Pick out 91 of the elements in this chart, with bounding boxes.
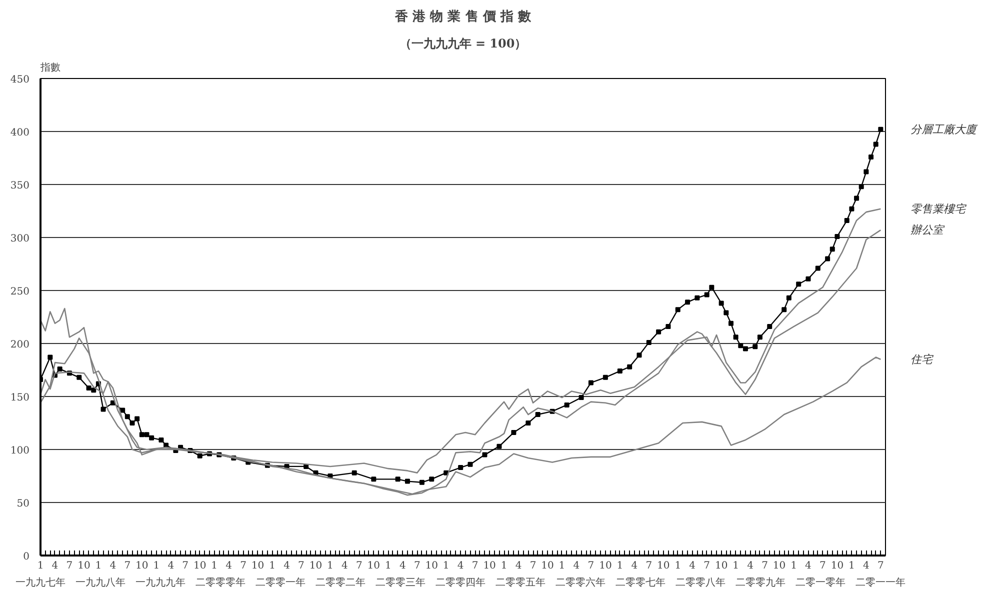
x-tick-label: 7 (588, 560, 594, 572)
x-tick-label: 10 (367, 560, 380, 572)
x-tick-label: 10 (136, 560, 148, 572)
x-tick-label: 10 (541, 560, 554, 572)
y-tick-label: 100 (10, 446, 30, 456)
x-tick-label: 1 (384, 560, 392, 572)
x-tick-label: 4 (342, 560, 348, 572)
x-tick-label: 10 (193, 560, 206, 572)
text: 二零零三年 (376, 576, 426, 588)
x-tick-label: 7 (182, 560, 189, 572)
x-tick-label: 1 (732, 560, 740, 572)
x-tick-label: 10 (772, 560, 786, 572)
y-tick-label: 200 (10, 340, 30, 350)
x-tick-label: 4 (52, 560, 58, 572)
x-tick-label: 10 (251, 560, 264, 572)
y-tick-label: 350 (10, 180, 30, 192)
text: 一九九八年 (76, 576, 126, 588)
x-tick-label: 7 (240, 560, 246, 572)
x-tick-label: 7 (298, 560, 304, 572)
x-tick-label: 4 (399, 560, 406, 572)
x-tick-label: 10 (309, 560, 322, 572)
x-tick-label: 7 (530, 560, 536, 572)
y-tick-label: 300 (10, 234, 30, 244)
x-tick-label: 7 (414, 560, 420, 572)
x-tick-label: 1 (674, 560, 682, 572)
x-tick-label: 7 (820, 560, 826, 572)
x-tick-label: 7 (472, 560, 478, 572)
text: 零售業樓宅 (910, 202, 968, 216)
text: 二零零九年 (736, 576, 786, 588)
x-tick-label: 7 (646, 560, 652, 572)
x-tick-label: 1 (558, 560, 566, 572)
x-tick-label: 7 (762, 560, 768, 572)
text: 辦公室 (910, 224, 946, 237)
text: 二零零二年 (316, 576, 366, 588)
x-tick-label: 1 (790, 560, 797, 572)
x-tick-label: 4 (631, 560, 638, 572)
x-tick-label: 4 (226, 560, 232, 572)
x-tick-label: 4 (863, 560, 870, 572)
x-tick-label: 10 (483, 560, 496, 572)
x-tick-label: 10 (714, 560, 728, 572)
x-tick-label: 4 (110, 560, 116, 572)
x-tick-label: 4 (573, 560, 580, 572)
y-axis-title: 指數 (40, 62, 60, 74)
y-tick-label: 50 (16, 498, 30, 510)
x-tick-label: 1 (616, 560, 624, 572)
x-tick-label: 1 (269, 560, 276, 572)
y-tick-label: 150 (10, 392, 30, 404)
x-tick-label: 1 (95, 560, 102, 572)
text: 二零零六年 (556, 576, 606, 588)
text: 一九九九年 (136, 576, 186, 588)
text: 二零零五年 (496, 576, 546, 588)
y-tick-label: 450 (10, 74, 30, 86)
text: 一九九七年 (16, 576, 66, 588)
x-tick-label: 10 (425, 560, 438, 572)
x-tick-label: 1 (153, 560, 160, 572)
x-tick-label: 7 (356, 560, 362, 572)
text: 二零零七年 (616, 576, 666, 588)
x-tick-label: 4 (747, 560, 754, 572)
text: 二零零一年 (256, 576, 306, 588)
chart-title: 香 港 物 業 售 價 指 數 (394, 8, 532, 24)
x-tick-label: 10 (78, 560, 90, 572)
x-tick-label: 1 (211, 560, 218, 572)
x-tick-label: 1 (327, 560, 334, 572)
x-tick-label: 4 (689, 560, 696, 572)
text: 二零零四年 (436, 576, 486, 588)
x-tick-label: 10 (830, 560, 844, 572)
text: 二零零零年 (196, 576, 246, 588)
x-tick-label: 4 (805, 560, 812, 572)
x-tick-label: 7 (704, 560, 710, 572)
x-tick-label: 7 (66, 560, 73, 572)
text: 分層工廠大廈 (910, 122, 978, 136)
y-tick-label: 250 (10, 286, 30, 298)
x-tick-label: 1 (37, 560, 44, 572)
text: 二零零八年 (676, 576, 726, 588)
x-tick-label: 10 (599, 560, 612, 572)
x-tick-label: 4 (284, 560, 290, 572)
x-tick-label: 7 (877, 560, 884, 572)
chart-subtitle: （一九九九年 = 100） (399, 36, 527, 50)
x-tick-label: 1 (500, 560, 508, 572)
x-tick-label: 4 (515, 560, 522, 572)
text: 二零一一年 (856, 576, 906, 588)
x-tick-label: 10 (657, 560, 670, 572)
x-tick-label: 4 (457, 560, 464, 572)
y-tick-label: 400 (10, 128, 30, 138)
text: 住宅 (910, 352, 934, 366)
x-tick-label: 1 (442, 560, 450, 572)
y-tick-label: 0 (23, 552, 30, 562)
x-tick-label: 1 (848, 560, 855, 572)
text: 二零一零年 (796, 576, 846, 588)
x-tick-label: 7 (124, 560, 131, 572)
x-tick-label: 4 (168, 560, 174, 572)
